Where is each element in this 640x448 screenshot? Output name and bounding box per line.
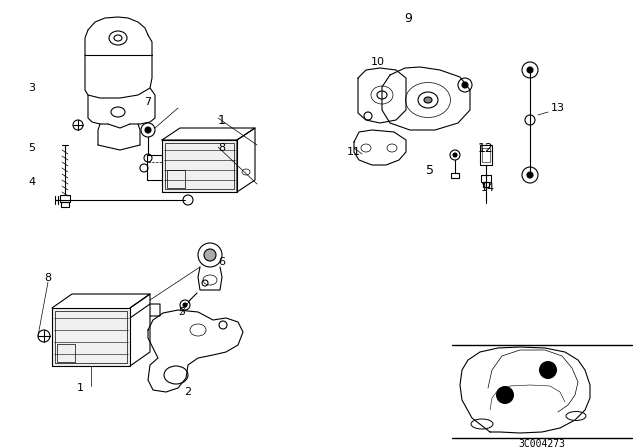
Text: 5: 5 [179,307,186,317]
Text: 13: 13 [551,103,565,113]
Circle shape [496,386,514,404]
Circle shape [539,361,557,379]
Circle shape [527,67,533,73]
Circle shape [145,127,151,133]
Bar [481,175,491,182]
Text: 7: 7 [145,97,152,107]
Bar [60,195,70,202]
Text: 9: 9 [404,12,412,25]
Bar [483,182,489,187]
Bar [480,145,492,165]
Text: 4: 4 [28,177,36,187]
Bar [482,148,490,162]
Text: 5: 5 [29,143,35,153]
Bar [167,170,185,188]
Text: 12: 12 [478,142,494,155]
Circle shape [462,82,468,88]
Text: 8: 8 [44,273,52,283]
Text: 8: 8 [218,143,225,153]
Text: 3: 3 [29,83,35,93]
Text: 2: 2 [184,387,191,397]
Circle shape [183,303,187,307]
Bar [55,311,127,363]
Bar [165,143,234,189]
Text: 10: 10 [371,57,385,67]
Text: 1: 1 [218,113,226,126]
Ellipse shape [424,97,432,103]
Text: 11: 11 [347,147,361,157]
Text: 1: 1 [77,383,83,393]
Bar [162,140,237,192]
Bar [451,173,459,178]
Bar [52,308,130,366]
Text: 14: 14 [481,183,495,193]
Bar [57,344,75,362]
Circle shape [204,249,216,261]
Text: 6: 6 [218,257,225,267]
Text: 5: 5 [426,164,434,177]
Text: 3C004273: 3C004273 [518,439,566,448]
Circle shape [453,153,457,157]
Circle shape [527,172,533,178]
Bar [61,202,69,207]
